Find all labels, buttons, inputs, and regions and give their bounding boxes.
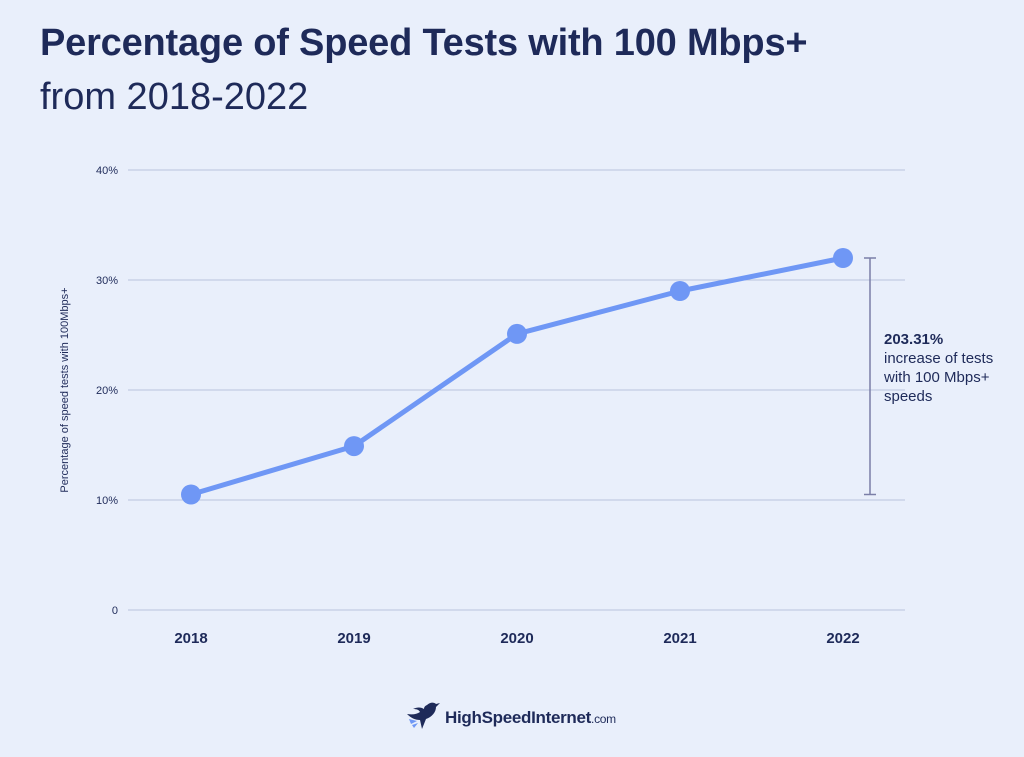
y-tick-label: 20%: [96, 385, 118, 397]
data-point: [181, 484, 201, 505]
y-axis-ticks: 0 10% 20% 30% 40%: [96, 165, 118, 617]
x-tick-label: 2022: [826, 630, 859, 647]
hummingbird-icon: [405, 699, 441, 738]
annotation-description: increase of tests with 100 Mbps+ speeds: [884, 350, 994, 405]
x-tick-label: 2021: [663, 630, 696, 647]
data-point: [507, 323, 527, 344]
annotation-bracket: [864, 257, 876, 496]
annotation-value: 203.31%: [884, 331, 944, 348]
brand-name: HighSpeedInternet.com: [445, 708, 616, 727]
y-tick-label: 10%: [96, 495, 118, 507]
chart-subtitle: from 2018-2022: [40, 76, 309, 118]
x-tick-label: 2018: [174, 630, 207, 647]
x-tick-label: 2019: [337, 630, 370, 647]
grid-lines: [128, 169, 905, 611]
y-axis-title: Percentage of speed tests with 100Mbps+: [59, 287, 71, 492]
annotation-text: 203.31% increase of tests with 100 Mbps+…: [884, 330, 1014, 406]
x-tick-label: 2020: [500, 630, 533, 647]
series-group: [181, 248, 853, 505]
y-tick-label: 0: [112, 605, 118, 617]
chart-title: Percentage of Speed Tests with 100 Mbps+: [40, 22, 808, 64]
series-line: [188, 255, 846, 497]
y-tick-label: 40%: [96, 165, 118, 177]
data-point: [344, 436, 364, 457]
x-axis-ticks: 2018 2019 2020 2021 2022: [174, 630, 859, 647]
y-tick-label: 30%: [96, 275, 118, 287]
data-point: [833, 248, 853, 268]
brand-logo[interactable]: HighSpeedInternet.com: [405, 700, 616, 736]
data-point: [670, 281, 690, 301]
